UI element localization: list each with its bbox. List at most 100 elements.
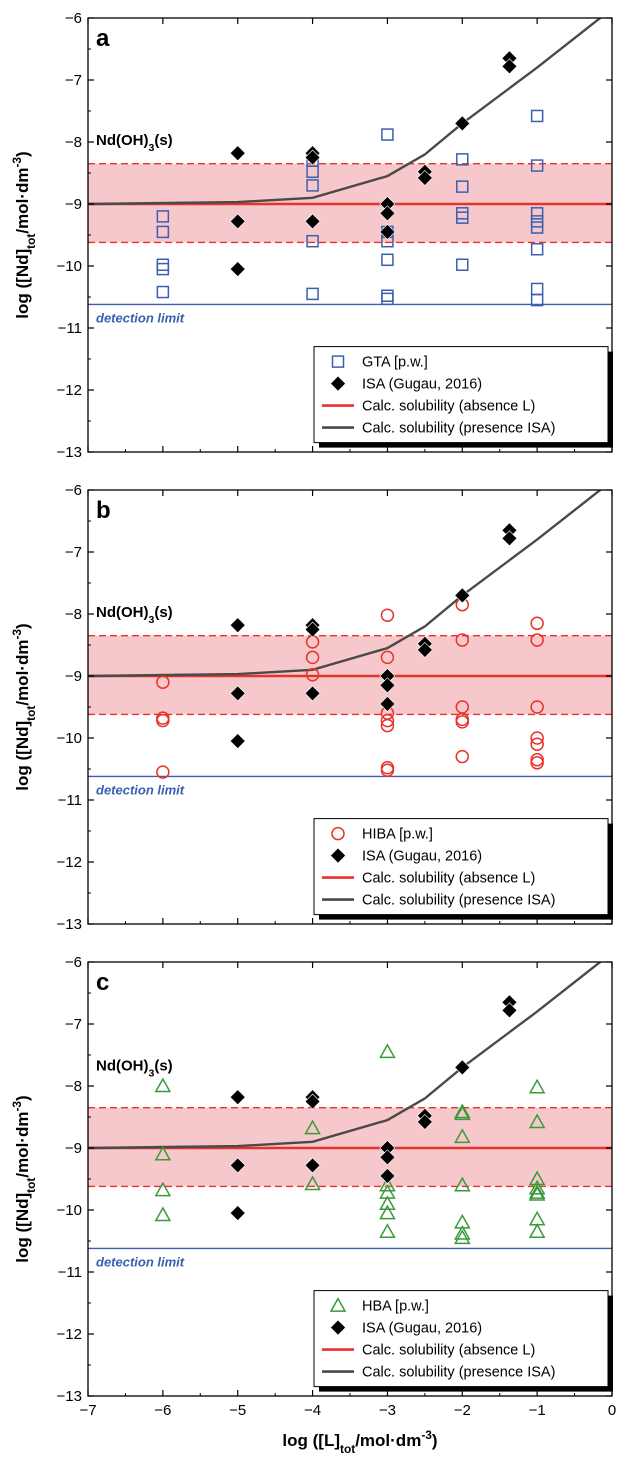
calc-presence-line [88, 962, 603, 1150]
solid-phase-label: Nd(OH)3(s) [96, 604, 173, 626]
legend: HIBA [p.w.] ISA (Gugau, 2016) Calc. solubi… [313, 818, 613, 920]
pw-data-point [528, 1179, 546, 1195]
panel-c: −7 −6 −5 −4 −3 −2 −1 0−6−7−8−9−10−11−12−13cNd(O… [10, 954, 616, 1419]
panel-label: a [96, 25, 110, 52]
pw-data-point [304, 1119, 321, 1135]
legend-box [313, 818, 609, 916]
pw-data-point [456, 153, 469, 166]
series-isa [229, 50, 518, 278]
pw-data-point [530, 207, 544, 220]
pw-data-point [454, 1103, 471, 1119]
pw-data-point [380, 608, 395, 622]
detection-limit-label: detection limit [96, 310, 185, 325]
plot-area [88, 18, 612, 307]
pw-data-point [379, 1204, 396, 1220]
pw-data-point [530, 616, 544, 631]
pw-data-point [379, 1176, 396, 1192]
pw-data-point [381, 292, 394, 306]
pw-data-point [306, 287, 319, 301]
legend-marker [330, 847, 346, 864]
y-tick-label: −11 [58, 320, 82, 337]
legend-box [313, 346, 609, 444]
y-tick-label: −8 [65, 1078, 82, 1095]
pw-data-point [305, 668, 320, 682]
x-tick-label: −5 [229, 1402, 246, 1419]
x-tick-label: −7 [79, 1402, 96, 1419]
isa-diamond-point [454, 115, 471, 132]
pw-data-point [528, 1078, 546, 1094]
isa-diamond-point [229, 685, 246, 702]
series-isa [229, 522, 518, 750]
y-tick-label: −12 [57, 854, 82, 871]
legend-entry-label: Calc. solubility (presence ISA) [362, 421, 555, 437]
legend-entry-label: Calc. solubility (presence ISA) [362, 1365, 555, 1381]
pw-data-point [454, 1229, 471, 1245]
pw-data-point [306, 165, 319, 179]
isa-diamond-point [454, 1059, 471, 1076]
legend-entry-label: ISA (Gugau, 2016) [362, 377, 482, 393]
pw-data-point [306, 179, 319, 192]
y-tick-label: −13 [57, 916, 82, 933]
pw-data-point [156, 225, 170, 239]
legend-entry-label: Calc. solubility (absence L) [362, 1343, 535, 1359]
pw-data-point [381, 253, 394, 267]
pw-data-point [528, 1223, 546, 1238]
pw-data-point [380, 718, 395, 733]
y-tick-label: −13 [57, 1388, 82, 1405]
pw-data-point [530, 731, 544, 745]
pw-data-point [154, 1206, 172, 1222]
pw-data-point [455, 715, 470, 729]
calc-presence-line [88, 490, 603, 678]
isa-diamond-point [229, 1205, 246, 1222]
pw-data-point [530, 243, 544, 256]
pw-data-point [380, 713, 395, 728]
pw-data-point [381, 289, 394, 303]
panel-label: b [96, 497, 111, 524]
pw-data-point [530, 282, 544, 296]
legend-entry-label: Calc. solubility (absence L) [362, 871, 535, 887]
y-tick-label: −7 [65, 1016, 82, 1033]
isa-diamond-point [416, 642, 433, 658]
y-tick-label: −7 [65, 544, 82, 561]
legend-marker [329, 1297, 347, 1312]
pw-data-point [154, 1077, 172, 1093]
pw-data-point [455, 633, 470, 647]
isa-diamond-point [454, 587, 471, 604]
y-tick-label: −6 [65, 954, 82, 971]
legend-box [313, 1290, 609, 1388]
isa-diamond-point [379, 695, 396, 712]
pw-data-point [156, 675, 170, 689]
pw-data-point [156, 258, 170, 272]
panel-a: −6 −7 −8 −9 −10 −11 −12 −13 a Nd(OH)3(s) detection… [10, 10, 613, 461]
isa-diamond-point [229, 1089, 246, 1106]
y-tick-label: −6 [65, 10, 82, 27]
y-tick-label: −11 [58, 792, 82, 809]
pw-data-point [454, 1105, 471, 1121]
isa-diamond-point [304, 621, 321, 638]
y-tick-label: −9 [65, 1140, 82, 1157]
pw-data-point [455, 749, 470, 764]
x-axis-label: log ([L]tot/mol·dm-3) [282, 1428, 437, 1456]
calc-presence-line [88, 18, 603, 206]
isa-diamond-point [379, 1149, 396, 1166]
pw-data-point [530, 633, 544, 647]
y-tick-label: −10 [57, 1202, 82, 1219]
x-tick-label: −4 [304, 1402, 321, 1419]
y-tick-label: −13 [57, 444, 82, 461]
legend-entry-label: ISA (Gugau, 2016) [362, 849, 482, 865]
x-tick-label: −6 [154, 1402, 171, 1419]
pw-data-point [381, 128, 394, 141]
pw-data-point [456, 180, 469, 193]
pw-data-point [380, 763, 395, 777]
pw-data-point [156, 713, 170, 728]
isa-diamond-point [379, 223, 396, 240]
legend-entry-label: HBA [p.w.] [362, 1299, 429, 1315]
y-tick-label: −10 [57, 258, 82, 275]
axes: −6 −7 −8 −9 −10 −11 −12 −13 [57, 10, 613, 461]
y-axis-label: log ([Nd]tot/mol·dm-3) [10, 623, 38, 790]
y-tick-label: −8 [65, 606, 82, 623]
isa-diamond-point [229, 617, 246, 634]
pw-data-point [530, 293, 544, 307]
solid-phase-label: Nd(OH)3(s) [96, 132, 173, 154]
